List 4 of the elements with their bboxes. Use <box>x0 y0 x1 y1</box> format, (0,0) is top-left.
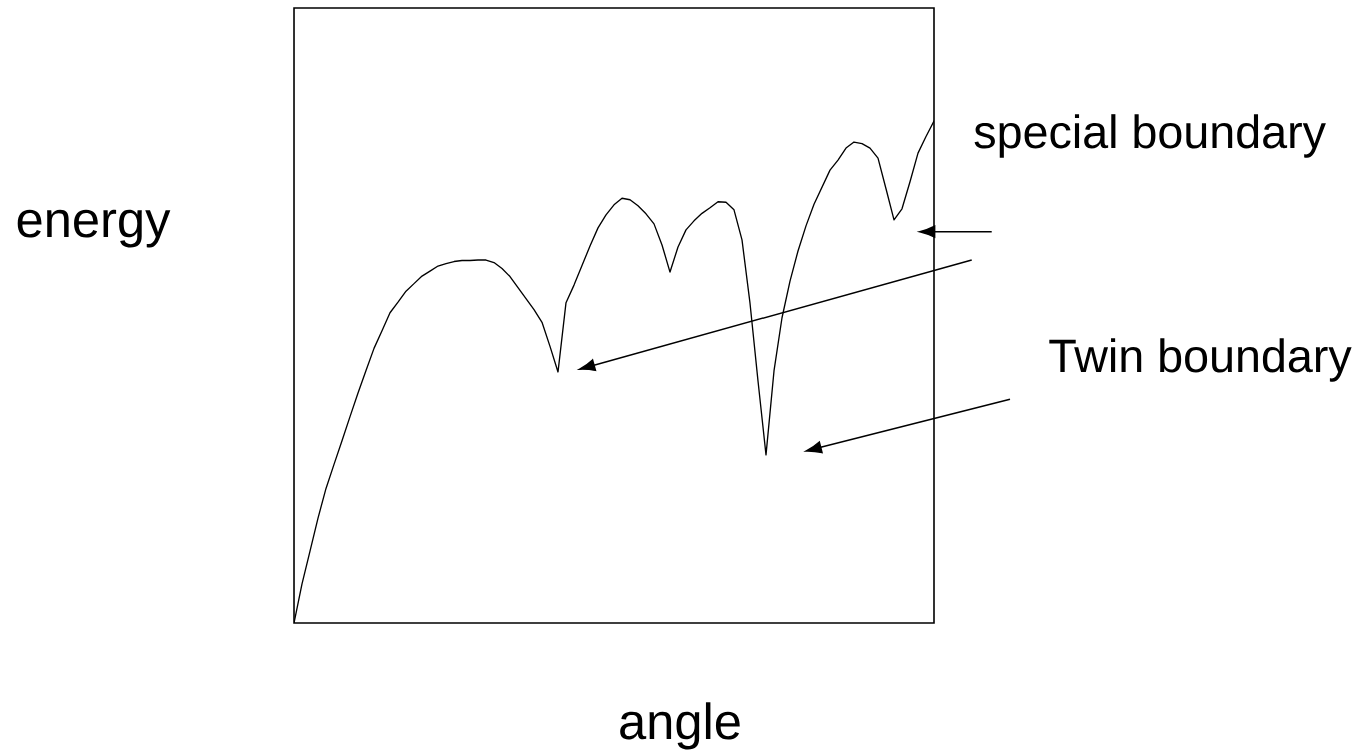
y-axis-title: energy <box>17 209 171 248</box>
text: special boundary <box>974 114 1326 158</box>
text: Twin boundary <box>1049 338 1352 382</box>
x-axis-title: angle <box>620 702 740 750</box>
